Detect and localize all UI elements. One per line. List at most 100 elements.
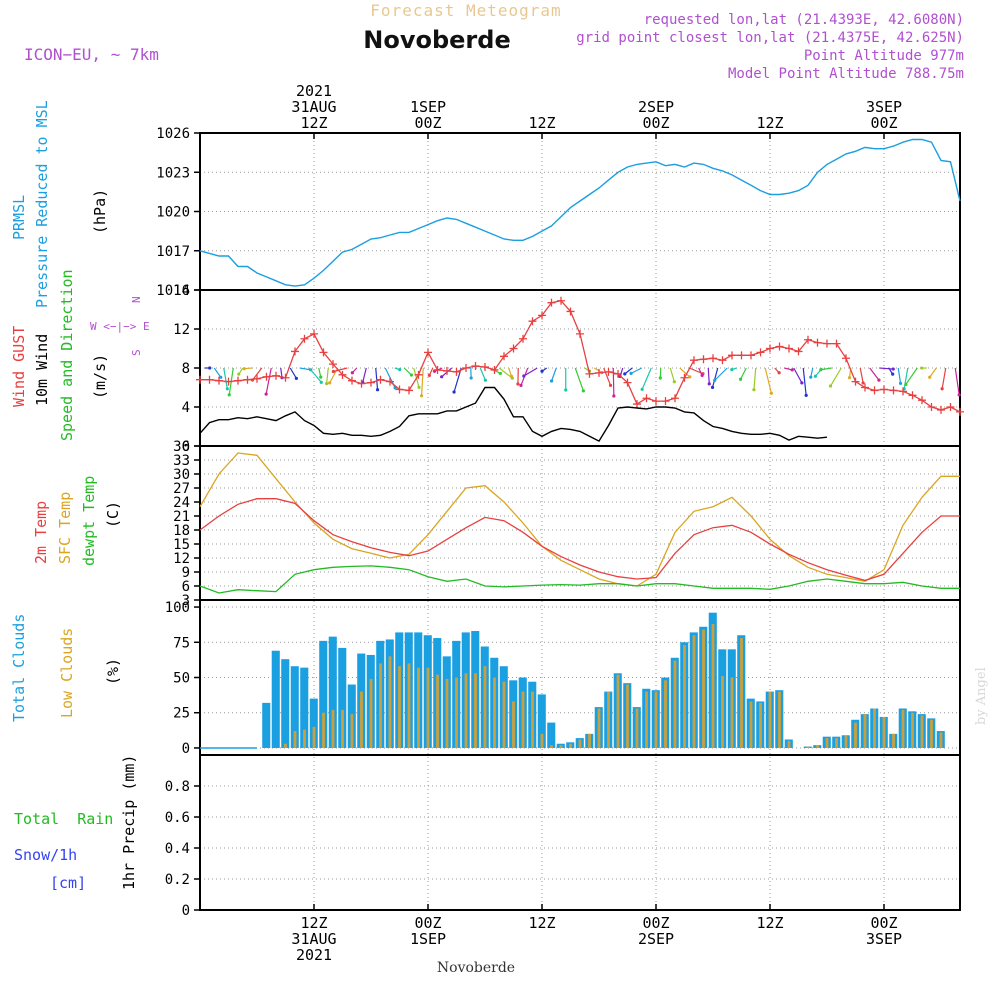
low-cloud-bar — [312, 726, 316, 748]
low-cloud-bar — [474, 673, 477, 748]
wind-gust-marker — [889, 386, 898, 395]
wind-direction-arrow — [289, 367, 297, 379]
bottom-time-label: 00Z — [414, 914, 441, 932]
point-altitude: Point Altitude 977m — [804, 48, 964, 64]
precip-labels: Total Rain Snow/1h [cm] 1hr Precip (mm) — [14, 755, 138, 892]
wind-arrow-head — [264, 392, 268, 396]
y-tick-label: 0.4 — [165, 841, 190, 857]
bottom-time-label: 12Z — [756, 914, 783, 932]
total-cloud-bar — [281, 659, 290, 748]
pressure-label-2: Pressure Reduced to MSL — [33, 100, 51, 308]
precip-label-cm: [cm] — [50, 874, 86, 892]
low-cloud-bar — [341, 709, 344, 748]
wind-direction-arrow — [679, 367, 691, 378]
bottom-time-label: 2SEP — [638, 930, 674, 948]
wind-gust-marker — [367, 378, 375, 387]
low-cloud-bar — [512, 701, 515, 748]
wind-gust-marker — [813, 338, 822, 347]
wind-direction-arrow — [793, 367, 803, 384]
wind-arrow-head — [861, 381, 865, 385]
wind-direction-arrow — [802, 367, 807, 396]
wind-arrow-head — [957, 393, 961, 397]
wind-gust-marker — [272, 371, 280, 380]
wind-direction-arrow — [223, 367, 228, 389]
y-tick-label: 1020 — [156, 205, 190, 221]
wind-gust-marker — [737, 351, 746, 360]
wind-direction-arrow — [830, 367, 842, 387]
wind-gust-marker — [880, 385, 888, 394]
wind-direction-arrow — [603, 367, 612, 386]
wind-arrow-head — [904, 382, 908, 386]
low-cloud-bar — [930, 719, 933, 748]
wind-arrow-head — [847, 376, 852, 380]
low-cloud-bar — [901, 709, 905, 748]
low-cloud-bar — [597, 708, 601, 748]
total-cloud-bar — [338, 647, 347, 748]
wind-gust-marker — [338, 370, 347, 379]
low-cloud-bar — [892, 733, 895, 748]
wind-arrow-head — [612, 394, 616, 398]
dewpoint-line — [199, 565, 960, 594]
y-tick-label: 27 — [173, 481, 190, 497]
low-cloud-bar — [683, 645, 686, 748]
low-cloud-bar — [331, 709, 335, 748]
temp-label-2m: 2m Temp — [32, 501, 50, 564]
model-label: ICON−EU, ~ 7km — [24, 45, 159, 64]
wind-direction-arrow — [954, 367, 960, 395]
wind-gust-marker — [310, 329, 318, 338]
wind-gust-marker — [604, 367, 613, 376]
wind-direction-arrow — [753, 367, 757, 390]
pressure-label-1: PRMSL — [10, 195, 28, 240]
low-cloud-bar — [350, 714, 354, 748]
credit-watermark: by Angel — [974, 667, 989, 725]
pressure-line — [199, 138, 961, 287]
y-tick-label: 0 — [182, 439, 190, 455]
wind-gust-marker — [718, 356, 727, 365]
wind-gust-marker — [500, 352, 508, 361]
wind-arrow-head — [331, 369, 335, 374]
wind-gust-marker — [851, 377, 860, 386]
wind-arrow-head — [498, 371, 503, 376]
wind-gust-marker — [576, 329, 584, 338]
wind-gust-marker — [566, 307, 575, 316]
wind-arrow-head — [540, 369, 544, 373]
low-cloud-bar — [322, 712, 325, 748]
wind-direction-arrow — [879, 367, 894, 370]
wind-direction-arrow — [523, 367, 538, 377]
low-cloud-bar — [882, 716, 886, 748]
low-cloud-bar — [379, 663, 382, 748]
wind-arrow-head — [227, 393, 231, 397]
wind-gust-marker — [699, 355, 708, 364]
wind-gust-marker — [243, 375, 252, 384]
low-cloud-bar — [721, 676, 724, 748]
precip-label-snow: Snow/1h — [14, 846, 77, 864]
low-cloud-bar — [778, 691, 781, 748]
y-tick-label: 25 — [173, 706, 190, 722]
wind-gust-marker — [842, 354, 850, 363]
low-cloud-bar — [787, 740, 791, 748]
wind-arrow-head — [819, 368, 823, 372]
y-tick-label: 36 — [173, 439, 190, 455]
wind-arrow-head — [608, 383, 613, 387]
low-cloud-bar — [730, 677, 734, 748]
wind-gust-marker — [680, 373, 689, 382]
wind-arrow-head — [516, 382, 520, 386]
wind-gust-marker — [709, 354, 717, 363]
wind-gust-marker — [395, 385, 404, 394]
wind-arrow-head — [319, 375, 323, 379]
y-tick-label: 16 — [173, 283, 190, 299]
low-cloud-bar — [360, 691, 363, 748]
compass-north: N — [130, 296, 143, 303]
wind-arrow-head — [440, 375, 444, 379]
wind-arrow-head — [738, 377, 743, 381]
wind-speed-line — [199, 386, 828, 443]
wind-direction-arrow — [551, 367, 557, 382]
wind-gust-marker — [861, 383, 869, 392]
wind-direction-arrow — [252, 367, 263, 381]
wind-direction-arrow — [375, 367, 379, 390]
wind-direction-arrow — [479, 367, 486, 381]
compass-south: S — [130, 349, 143, 356]
wind-arrow-head — [813, 374, 817, 378]
